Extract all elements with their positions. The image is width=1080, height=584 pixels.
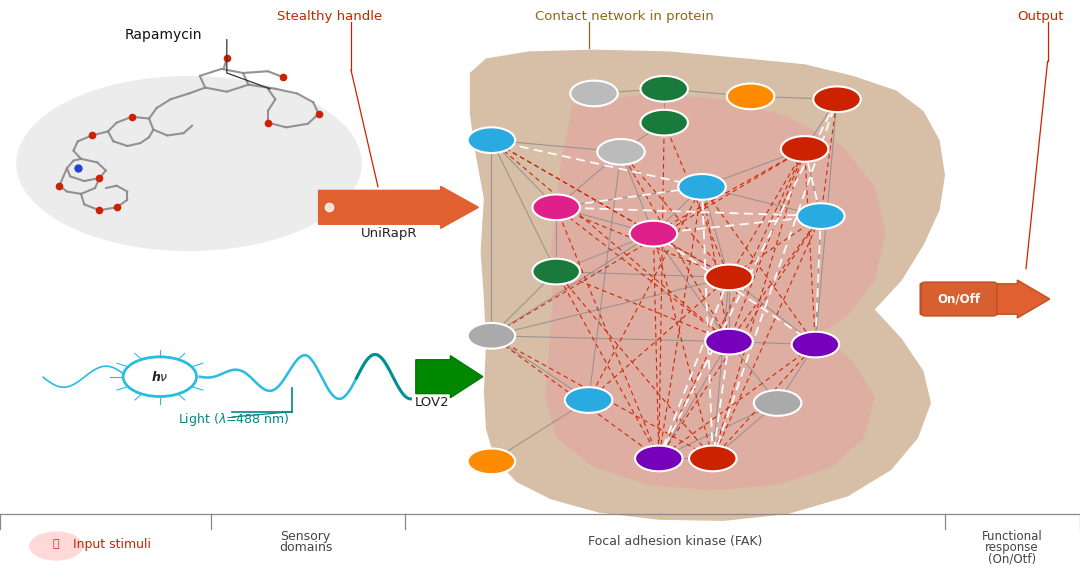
- Polygon shape: [470, 50, 945, 521]
- Text: domains: domains: [279, 541, 333, 554]
- Circle shape: [630, 221, 677, 246]
- Circle shape: [678, 174, 726, 200]
- Text: Input stimuli: Input stimuli: [73, 538, 151, 551]
- Circle shape: [570, 81, 618, 106]
- Circle shape: [532, 259, 580, 284]
- Text: (On/Otf): (On/Otf): [988, 553, 1036, 566]
- Circle shape: [727, 84, 774, 109]
- Circle shape: [468, 449, 515, 474]
- Text: Light ($\lambda$=488 nm): Light ($\lambda$=488 nm): [178, 411, 289, 428]
- Circle shape: [813, 86, 861, 112]
- Circle shape: [597, 139, 645, 165]
- Text: Output: Output: [1017, 10, 1064, 23]
- Circle shape: [705, 265, 753, 290]
- Text: Focal adhesion kinase (FAK): Focal adhesion kinase (FAK): [588, 536, 762, 548]
- Circle shape: [797, 203, 845, 229]
- Polygon shape: [545, 93, 886, 491]
- Text: ⏻: ⏻: [53, 539, 59, 550]
- Text: UniRapR: UniRapR: [361, 227, 417, 240]
- Text: Stealthy handle: Stealthy handle: [276, 10, 382, 23]
- Text: Contact network in protein: Contact network in protein: [535, 10, 714, 23]
- Text: Sensory: Sensory: [281, 530, 330, 543]
- Text: Functional: Functional: [982, 530, 1042, 543]
- Circle shape: [532, 194, 580, 220]
- FancyBboxPatch shape: [921, 282, 997, 316]
- Circle shape: [565, 387, 612, 413]
- Circle shape: [468, 323, 515, 349]
- Circle shape: [689, 446, 737, 471]
- Text: On/Off: On/Off: [937, 293, 981, 305]
- Circle shape: [792, 332, 839, 357]
- Circle shape: [468, 127, 515, 153]
- Ellipse shape: [16, 76, 362, 251]
- Text: LOV2: LOV2: [415, 397, 449, 409]
- Circle shape: [705, 329, 753, 354]
- Circle shape: [635, 446, 683, 471]
- FancyArrow shape: [416, 356, 483, 398]
- FancyArrow shape: [319, 186, 478, 228]
- Text: response: response: [985, 541, 1039, 554]
- Text: Rapamycin: Rapamycin: [124, 28, 202, 42]
- Text: h$\nu$: h$\nu$: [151, 370, 168, 384]
- Circle shape: [640, 76, 688, 102]
- Circle shape: [123, 357, 197, 397]
- Circle shape: [754, 390, 801, 416]
- FancyArrow shape: [920, 280, 1050, 318]
- Circle shape: [29, 531, 83, 561]
- Circle shape: [781, 136, 828, 162]
- Circle shape: [640, 110, 688, 135]
